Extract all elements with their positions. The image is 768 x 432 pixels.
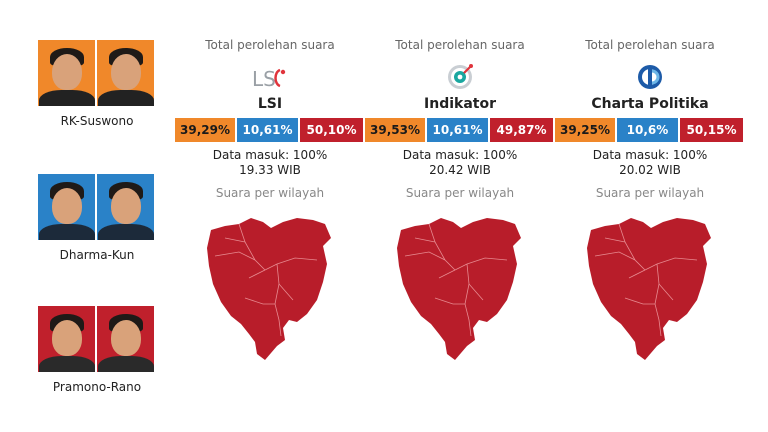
candidate-photo (38, 306, 154, 372)
indikator-logo-icon (365, 60, 555, 94)
candidate-name: Dharma-Kun (59, 248, 135, 262)
pollster-indikator: Total perolehan suara Indikator 39,53% 1… (365, 38, 555, 368)
data-in-status: Data masuk: 100% 19.33 WIB (175, 148, 365, 178)
portrait (38, 40, 95, 106)
map-label: Suara per wilayah (215, 186, 325, 200)
pollster-name: Indikator (424, 96, 496, 112)
bar-dharma-kun: 10,61% (237, 118, 298, 142)
timestamp: 20.02 WIB (619, 163, 681, 177)
candidate-name: Pramono-Rano (52, 380, 142, 394)
portrait (97, 174, 154, 240)
timestamp: 19.33 WIB (239, 163, 301, 177)
jakarta-map (397, 218, 521, 360)
bar-rk-suswono: 39,29% (175, 118, 235, 142)
data-in-label: Data masuk: 100% (212, 148, 328, 162)
data-in-label: Data masuk: 100% (402, 148, 518, 162)
candidate-rk-suswono: RK-Suswono (38, 40, 156, 128)
bar-dharma-kun: 10,61% (427, 118, 488, 142)
data-in-status: Data masuk: 100% 20.02 WIB (555, 148, 745, 178)
bar-rk-suswono: 39,53% (365, 118, 425, 142)
lsi-logo-icon: LS (175, 60, 365, 94)
candidate-photo (38, 40, 154, 106)
total-votes-label: Total perolehan suara (585, 38, 715, 52)
pollster-charta-politika: Total perolehan suara Charta Politika 39… (555, 38, 745, 368)
bar-pramono-rano: 49,87% (490, 118, 553, 142)
bar-dharma-kun: 10,6% (617, 118, 678, 142)
portrait (97, 306, 154, 372)
bar-pramono-rano: 50,10% (300, 118, 363, 142)
portrait (38, 306, 95, 372)
bar-pramono-rano: 50,15% (680, 118, 743, 142)
portrait (97, 40, 154, 106)
total-votes-label: Total perolehan suara (395, 38, 525, 52)
candidate-dharma-kun: Dharma-Kun (38, 174, 156, 262)
data-in-label: Data masuk: 100% (592, 148, 708, 162)
candidate-name: RK-Suswono (60, 114, 134, 128)
map-label: Suara per wilayah (405, 186, 515, 200)
candidate-pramono-rano: Pramono-Rano (38, 306, 156, 394)
timestamp: 20.42 WIB (429, 163, 491, 177)
svg-text:LS: LS (252, 67, 276, 91)
candidate-photo (38, 174, 154, 240)
pollster-name: LSI (257, 96, 283, 112)
total-votes-label: Total perolehan suara (205, 38, 335, 52)
jakarta-map (587, 218, 711, 360)
vote-share-bar: 39,25% 10,6% 50,15% (555, 118, 745, 142)
vote-share-bar: 39,53% 10,61% 49,87% (365, 118, 555, 142)
charta-politika-logo-icon (555, 60, 745, 94)
jakarta-map (207, 218, 331, 360)
bar-rk-suswono: 39,25% (555, 118, 615, 142)
portrait (38, 174, 95, 240)
data-in-status: Data masuk: 100% 20.42 WIB (365, 148, 555, 178)
vote-share-bar: 39,29% 10,61% 50,10% (175, 118, 365, 142)
pollster-name: Charta Politika (591, 96, 709, 112)
map-label: Suara per wilayah (595, 186, 705, 200)
pollster-lsi: Total perolehan suara LS LSI 39,29% 10,6… (175, 38, 365, 368)
